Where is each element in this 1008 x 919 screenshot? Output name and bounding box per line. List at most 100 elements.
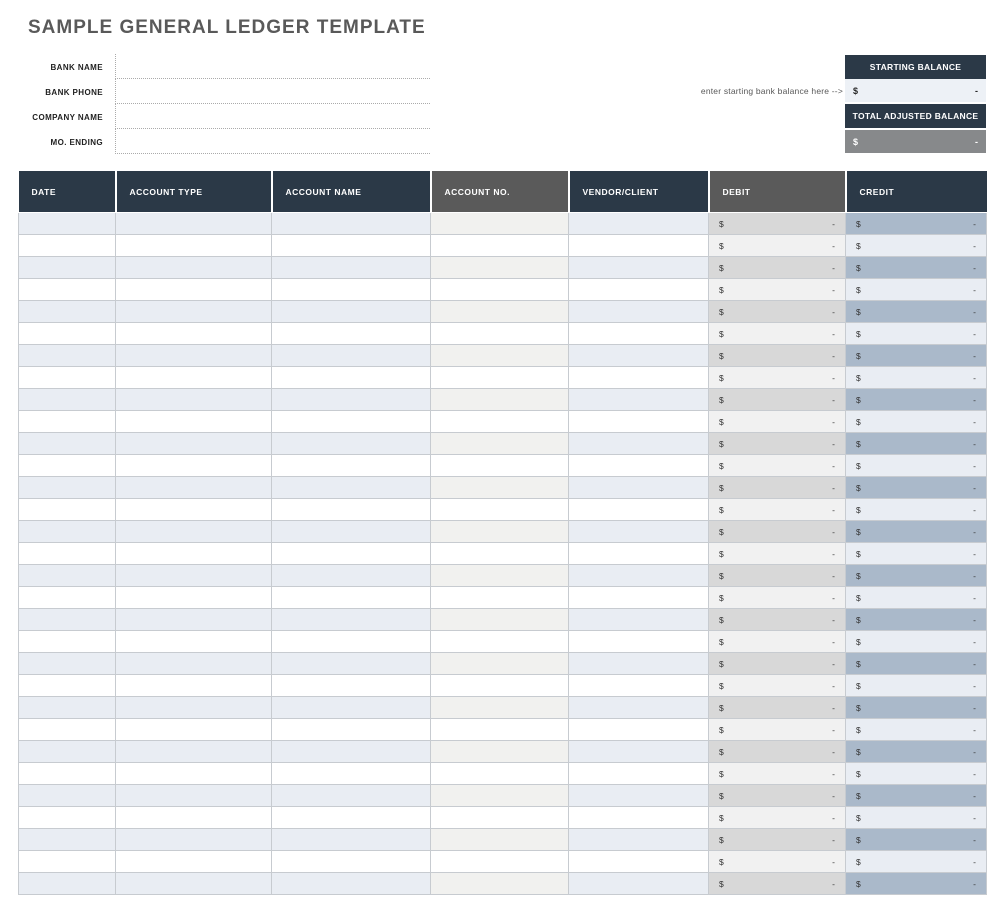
cell-credit[interactable]: $ -: [845, 454, 987, 477]
cell-account-no[interactable]: [430, 630, 569, 653]
cell-vendor-client[interactable]: [568, 212, 709, 235]
cell-date[interactable]: [18, 476, 116, 499]
cell-debit[interactable]: $ -: [708, 234, 846, 257]
cell-account-name[interactable]: [271, 762, 431, 785]
cell-account-name[interactable]: [271, 850, 431, 873]
cell-debit[interactable]: $ -: [708, 564, 846, 587]
cell-date[interactable]: [18, 388, 116, 411]
cell-date[interactable]: [18, 234, 116, 257]
cell-debit[interactable]: $ -: [708, 542, 846, 565]
cell-account-name[interactable]: [271, 300, 431, 323]
cell-vendor-client[interactable]: [568, 564, 709, 587]
cell-debit[interactable]: $ -: [708, 674, 846, 697]
cell-account-type[interactable]: [115, 718, 272, 741]
cell-debit[interactable]: $ -: [708, 366, 846, 389]
cell-date[interactable]: [18, 850, 116, 873]
cell-credit[interactable]: $ -: [845, 366, 987, 389]
cell-account-type[interactable]: [115, 498, 272, 521]
cell-account-no[interactable]: [430, 432, 569, 455]
cell-account-no[interactable]: [430, 520, 569, 543]
bank-name-input[interactable]: [116, 54, 430, 78]
cell-account-no[interactable]: [430, 586, 569, 609]
cell-credit[interactable]: $ -: [845, 300, 987, 323]
cell-account-no[interactable]: [430, 850, 569, 873]
cell-credit[interactable]: $ -: [845, 388, 987, 411]
cell-account-no[interactable]: [430, 476, 569, 499]
cell-account-type[interactable]: [115, 608, 272, 631]
cell-account-no[interactable]: [430, 740, 569, 763]
cell-vendor-client[interactable]: [568, 388, 709, 411]
cell-vendor-client[interactable]: [568, 740, 709, 763]
cell-account-type[interactable]: [115, 300, 272, 323]
cell-debit[interactable]: $ -: [708, 696, 846, 719]
cell-debit[interactable]: $ -: [708, 828, 846, 851]
cell-date[interactable]: [18, 366, 116, 389]
cell-debit[interactable]: $ -: [708, 630, 846, 653]
cell-account-name[interactable]: [271, 234, 431, 257]
cell-credit[interactable]: $ -: [845, 410, 987, 433]
cell-account-type[interactable]: [115, 410, 272, 433]
cell-debit[interactable]: $ -: [708, 652, 846, 675]
cell-credit[interactable]: $ -: [845, 850, 987, 873]
cell-account-type[interactable]: [115, 630, 272, 653]
cell-account-no[interactable]: [430, 498, 569, 521]
cell-debit[interactable]: $ -: [708, 476, 846, 499]
cell-account-type[interactable]: [115, 740, 272, 763]
cell-debit[interactable]: $ -: [708, 410, 846, 433]
cell-account-name[interactable]: [271, 388, 431, 411]
cell-account-type[interactable]: [115, 454, 272, 477]
cell-account-name[interactable]: [271, 410, 431, 433]
cell-debit[interactable]: $ -: [708, 212, 846, 235]
cell-account-no[interactable]: [430, 696, 569, 719]
cell-account-name[interactable]: [271, 322, 431, 345]
cell-date[interactable]: [18, 674, 116, 697]
cell-account-name[interactable]: [271, 542, 431, 565]
cell-account-no[interactable]: [430, 212, 569, 235]
cell-debit[interactable]: $ -: [708, 256, 846, 279]
cell-account-name[interactable]: [271, 828, 431, 851]
mo-ending-input[interactable]: [116, 129, 430, 153]
cell-date[interactable]: [18, 828, 116, 851]
cell-account-name[interactable]: [271, 344, 431, 367]
cell-account-name[interactable]: [271, 872, 431, 895]
cell-date[interactable]: [18, 278, 116, 301]
cell-account-name[interactable]: [271, 256, 431, 279]
cell-account-no[interactable]: [430, 388, 569, 411]
cell-date[interactable]: [18, 498, 116, 521]
cell-credit[interactable]: $ -: [845, 520, 987, 543]
cell-account-type[interactable]: [115, 256, 272, 279]
cell-account-name[interactable]: [271, 564, 431, 587]
cell-account-name[interactable]: [271, 212, 431, 235]
cell-vendor-client[interactable]: [568, 256, 709, 279]
cell-vendor-client[interactable]: [568, 344, 709, 367]
cell-credit[interactable]: $ -: [845, 564, 987, 587]
cell-account-no[interactable]: [430, 410, 569, 433]
cell-account-name[interactable]: [271, 630, 431, 653]
cell-account-name[interactable]: [271, 806, 431, 829]
cell-account-type[interactable]: [115, 278, 272, 301]
cell-debit[interactable]: $ -: [708, 498, 846, 521]
cell-credit[interactable]: $ -: [845, 784, 987, 807]
cell-date[interactable]: [18, 586, 116, 609]
cell-account-no[interactable]: [430, 784, 569, 807]
cell-account-type[interactable]: [115, 212, 272, 235]
cell-date[interactable]: [18, 740, 116, 763]
cell-vendor-client[interactable]: [568, 806, 709, 829]
cell-account-no[interactable]: [430, 278, 569, 301]
cell-date[interactable]: [18, 432, 116, 455]
cell-vendor-client[interactable]: [568, 300, 709, 323]
cell-debit[interactable]: $ -: [708, 300, 846, 323]
cell-vendor-client[interactable]: [568, 520, 709, 543]
cell-credit[interactable]: $ -: [845, 432, 987, 455]
cell-date[interactable]: [18, 454, 116, 477]
cell-vendor-client[interactable]: [568, 608, 709, 631]
cell-debit[interactable]: $ -: [708, 872, 846, 895]
cell-vendor-client[interactable]: [568, 432, 709, 455]
cell-account-no[interactable]: [430, 542, 569, 565]
cell-account-name[interactable]: [271, 366, 431, 389]
cell-account-type[interactable]: [115, 762, 272, 785]
cell-date[interactable]: [18, 542, 116, 565]
cell-debit[interactable]: $ -: [708, 454, 846, 477]
cell-account-name[interactable]: [271, 498, 431, 521]
cell-date[interactable]: [18, 344, 116, 367]
